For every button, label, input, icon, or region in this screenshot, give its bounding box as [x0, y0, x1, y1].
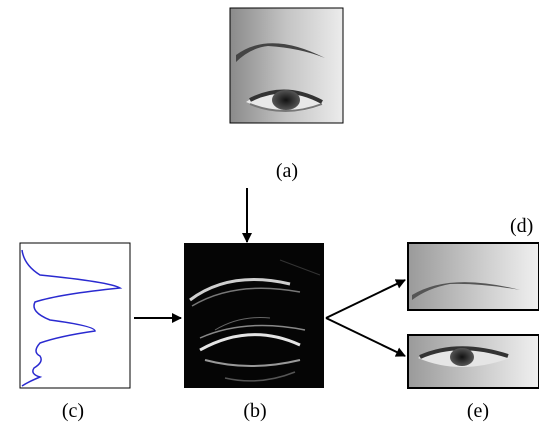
arrow — [326, 318, 405, 356]
panel-e-eyebrow — [408, 243, 539, 310]
panel-c-plot — [20, 243, 130, 388]
arrow — [326, 280, 405, 318]
page: (a) (b) (c) (d) (e) (() => { — [0, 0, 539, 430]
panel-b-image — [184, 243, 324, 388]
panel-label: (d) — [510, 215, 533, 237]
panel-a-image — [230, 8, 343, 123]
panel-label: (c) — [62, 400, 84, 422]
panel-label: (a) — [276, 160, 298, 182]
panel-label: (b) — [243, 400, 266, 422]
panel-label: (e) — [467, 400, 489, 422]
figure: (a) (b) (c) (d) (e) — [0, 0, 539, 430]
panel-e-eye — [408, 335, 539, 388]
